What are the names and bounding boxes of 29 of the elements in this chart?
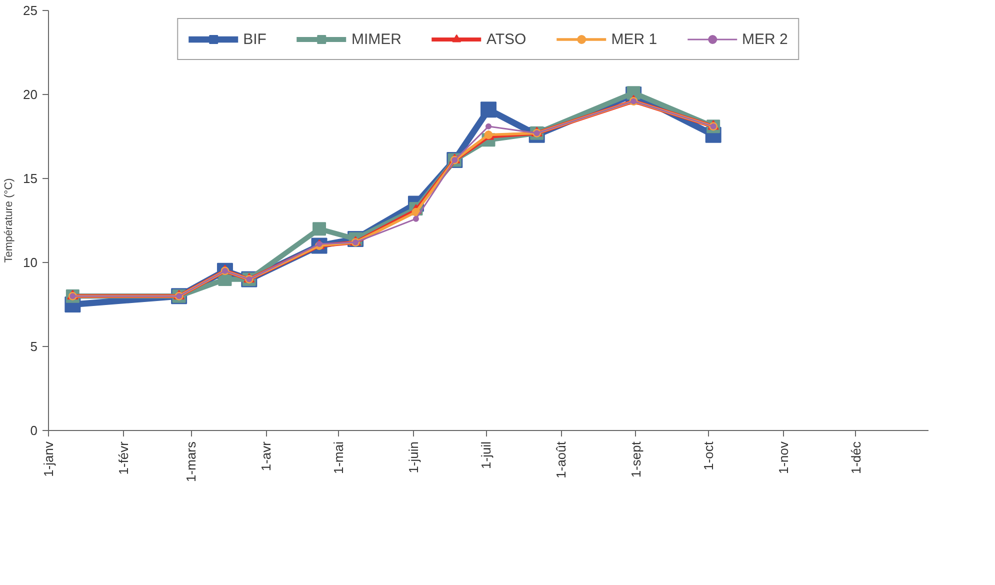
point xyxy=(486,123,492,130)
x-tick-label: 1-avr xyxy=(258,440,274,472)
x-tick-label: 1-juil xyxy=(478,441,494,469)
y-tick-label: 15 xyxy=(23,171,38,186)
y-tick-label: 5 xyxy=(30,339,38,354)
x-tick-label: 1-janv xyxy=(41,441,56,477)
point xyxy=(480,102,496,118)
y-tick-label: 25 xyxy=(23,3,38,18)
legend-label: MER 1 xyxy=(611,30,658,48)
point xyxy=(626,86,640,100)
x-tick-label: 1-nov xyxy=(776,441,791,474)
x-tick-label: 1-août xyxy=(554,441,569,478)
y-tick-label: 0 xyxy=(30,423,38,438)
legend-label: MIMER xyxy=(351,30,402,48)
point xyxy=(312,222,326,236)
x-tick-label: 1-mars xyxy=(184,441,199,482)
x-tick-label: 1-juin xyxy=(406,442,422,474)
x-tick-label: 1-déc xyxy=(848,441,864,474)
x-tick-label: 1-oct xyxy=(701,441,716,470)
y-tick-label: 10 xyxy=(23,255,38,270)
legend-label: MER 2 xyxy=(742,30,788,48)
x-tick-label: 1-févr xyxy=(116,440,131,475)
legend-label: ATSO xyxy=(486,30,526,48)
point xyxy=(412,216,419,222)
y-axis-title: Température (°C) xyxy=(3,178,16,263)
y-tick-label: 20 xyxy=(23,87,38,102)
x-tick-label: 1-sept xyxy=(628,441,644,478)
legend-label: BIF xyxy=(243,30,266,48)
x-tick-label: 1-mai xyxy=(331,441,346,474)
